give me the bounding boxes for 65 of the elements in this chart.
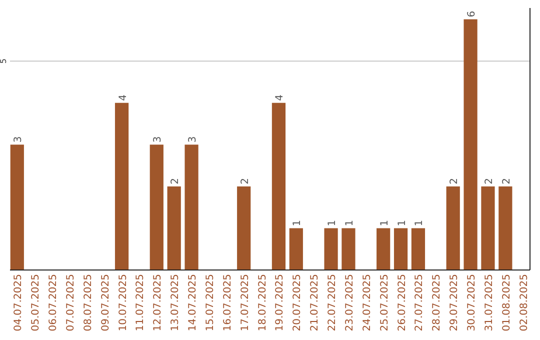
data-label: 1: [327, 220, 338, 226]
bar: [481, 186, 495, 270]
x-tick-label: 05.07.2025: [30, 274, 42, 332]
bar: [342, 228, 356, 270]
bar: [394, 228, 408, 270]
data-label: 1: [396, 220, 408, 226]
x-tick-label: 20.07.2025: [292, 274, 304, 332]
x-tick-label: 28.07.2025: [432, 274, 443, 332]
x-tick-label: 18.07.2025: [257, 274, 268, 332]
data-label: 6: [466, 10, 478, 18]
data-label: 1: [344, 220, 356, 226]
x-tick-label: 04.07.2025: [13, 274, 24, 332]
bar: [324, 228, 338, 270]
bar: [167, 186, 181, 270]
data-label: 4: [118, 94, 129, 101]
bar: [411, 228, 426, 270]
data-label: 3: [152, 136, 164, 143]
x-tick-label: 12.07.2025: [152, 274, 164, 332]
x-tick-label: 31.07.2025: [484, 274, 495, 332]
x-tick-label: 24.07.2025: [362, 274, 373, 332]
bar: [184, 144, 198, 270]
data-label: 1: [379, 220, 390, 226]
y-tick-label: 5: [0, 58, 8, 64]
x-tick-label: 10.07.2025: [118, 274, 129, 332]
bar: [498, 186, 512, 270]
data-label: 2: [484, 178, 495, 184]
x-tick-label: 22.07.2025: [327, 274, 338, 332]
bar: [272, 102, 286, 270]
data-label: 2: [501, 178, 512, 184]
x-tick-label: 07.07.2025: [65, 274, 76, 332]
x-tick-label: 30.07.2025: [466, 274, 478, 332]
data-label: 4: [274, 94, 286, 101]
bar: [376, 228, 390, 270]
x-tick-label: 21.07.2025: [310, 274, 321, 332]
x-tick-label: 19.07.2025: [274, 274, 286, 332]
x-tick-label: 14.07.2025: [188, 274, 199, 332]
data-label: 3: [13, 136, 24, 143]
x-tick-label: 08.07.2025: [82, 274, 94, 332]
bar: [237, 186, 251, 270]
x-tick-label: 17.07.2025: [240, 274, 251, 332]
data-label: 2: [170, 178, 182, 184]
bar: [446, 186, 460, 270]
x-tick-label: 13.07.2025: [170, 274, 182, 332]
x-tick-label: 02.08.2025: [518, 274, 530, 332]
data-label: 2: [449, 178, 460, 184]
x-tick-label: 27.07.2025: [414, 274, 426, 332]
x-tick-label: 01.08.2025: [501, 274, 512, 332]
x-tick-label: 25.07.2025: [379, 274, 390, 332]
bar: [114, 102, 129, 270]
data-label: 3: [188, 136, 199, 143]
x-tick-label: 06.07.2025: [48, 274, 60, 332]
x-tick-label: 16.07.2025: [222, 274, 234, 332]
bar: [10, 144, 24, 270]
data-label: 2: [240, 178, 251, 184]
x-tick-label: 23.07.2025: [344, 274, 356, 332]
bar: [464, 19, 478, 270]
x-tick-label: 15.07.2025: [204, 274, 216, 332]
bar: [150, 144, 164, 270]
x-tick-label: 29.07.2025: [449, 274, 460, 332]
data-label: 1: [414, 220, 426, 226]
data-label: 1: [292, 220, 304, 226]
x-tick-label: 11.07.2025: [135, 274, 146, 332]
bar: [289, 228, 303, 270]
x-tick-label: 26.07.2025: [396, 274, 408, 332]
x-tick-label: 09.07.2025: [100, 274, 112, 332]
